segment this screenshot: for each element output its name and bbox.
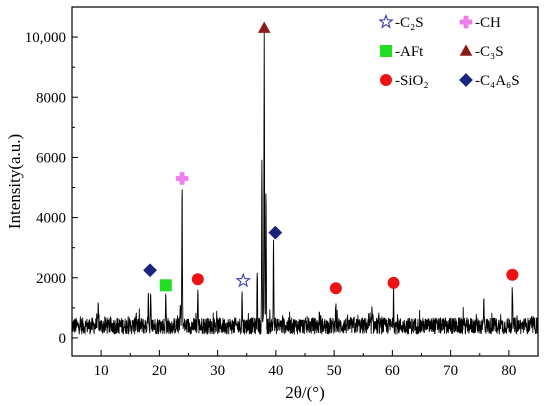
y-tick-label: 8000 xyxy=(36,90,66,106)
x-tick-label: 10 xyxy=(94,363,109,379)
y-axis-label: Intensity(a.u.) xyxy=(5,134,24,229)
y-tick-label: 10,000 xyxy=(25,30,66,46)
x-tick-label: 80 xyxy=(501,363,516,379)
y-tick-label: 4000 xyxy=(36,211,66,227)
legend-marker-c4a6s xyxy=(459,73,473,87)
marker-ch xyxy=(175,172,189,185)
marker-aft xyxy=(159,279,172,292)
marker-sio2 xyxy=(506,268,519,281)
y-tick-label: 2000 xyxy=(36,271,66,287)
legend-label-c4a6s: -C₄A₆S xyxy=(475,73,520,89)
plot-area xyxy=(71,32,539,335)
marker-c2s xyxy=(235,272,252,288)
marker-sio2 xyxy=(191,273,204,286)
legend-label-c3s: -C₃S xyxy=(475,44,504,60)
legend-marker-c3s xyxy=(459,44,473,56)
xrd-pattern-line xyxy=(71,32,539,335)
x-tick-label: 20 xyxy=(152,363,167,379)
legend-marker-sio2 xyxy=(380,74,392,86)
y-tick-label: 6000 xyxy=(36,150,66,166)
legend-marker-ch xyxy=(459,15,473,29)
legend: -C₂S -CH -AFt -C₃S -SiO₂ -C₄A₆S xyxy=(378,13,520,89)
legend-item-c2s: -C₂S xyxy=(378,13,424,31)
legend-label-aft: -AFt xyxy=(395,44,424,60)
legend-label-c2s: -C₂S xyxy=(395,15,424,31)
legend-item-ch: -CH xyxy=(459,15,501,31)
legend-item-aft: -AFt xyxy=(380,44,424,60)
legend-marker-c2s xyxy=(378,13,394,29)
x-tick-label: 70 xyxy=(443,363,458,379)
y-tick-label: 0 xyxy=(59,331,67,347)
plot-frame xyxy=(71,6,539,357)
axis-ticks: 10 20 30 40 50 60 70 80 0 2000 4000 6000 8000 10,000 xyxy=(25,30,539,379)
x-tick-label: 60 xyxy=(385,363,400,379)
legend-label-sio2: -SiO₂ xyxy=(395,73,429,89)
marker-c4a6s xyxy=(143,263,157,278)
marker-c3s xyxy=(257,21,271,33)
marker-sio2 xyxy=(329,282,342,295)
marker-sio2 xyxy=(387,276,400,289)
legend-item-c3s: -C₃S xyxy=(459,44,504,60)
x-tick-label: 50 xyxy=(327,363,342,379)
legend-marker-aft xyxy=(380,45,392,57)
legend-label-ch: -CH xyxy=(475,15,501,31)
phase-markers xyxy=(143,21,519,295)
legend-item-sio2: -SiO₂ xyxy=(380,73,429,89)
x-tick-label: 30 xyxy=(210,363,225,379)
legend-item-c4a6s: -C₄A₆S xyxy=(459,73,520,89)
x-axis-label: 2θ/(°) xyxy=(285,383,325,402)
x-tick-label: 40 xyxy=(268,363,283,379)
marker-c4a6s xyxy=(268,225,283,240)
